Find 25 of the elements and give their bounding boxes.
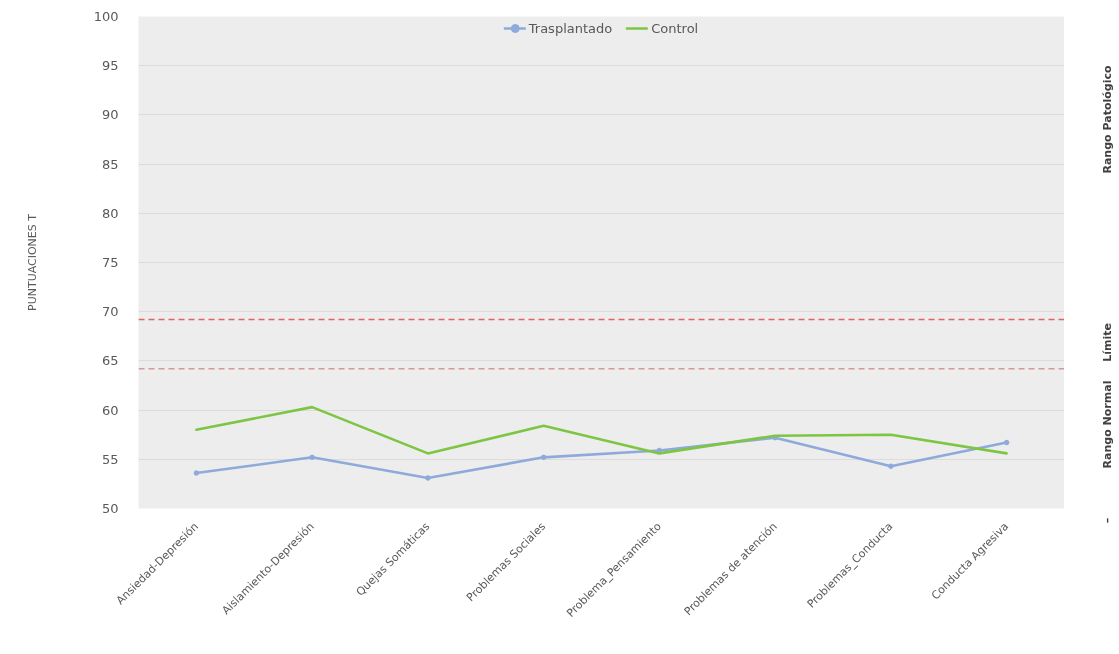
y-tick-label: 55	[101, 451, 119, 467]
y-axis-title: PUNTUACIONES T	[25, 213, 39, 311]
y-tick-label: 50	[101, 501, 119, 516]
y-tick-label: 65	[101, 353, 119, 369]
text: Rango Patológico	[1101, 65, 1114, 174]
y-tick-label: 80	[101, 205, 119, 221]
legend-label: Trasplantado	[528, 20, 613, 36]
legend-label: Control	[651, 20, 699, 36]
text: –	[1101, 517, 1114, 524]
line-series	[195, 405, 1008, 455]
y-tick-label: 60	[101, 402, 119, 418]
point	[540, 454, 547, 461]
y-tick-label: 70	[101, 304, 119, 320]
point	[888, 463, 894, 469]
y-tick-label: 75	[101, 255, 119, 270]
y-tick-label: 85	[101, 156, 119, 172]
y-tick-label: 100	[93, 9, 119, 24]
point	[425, 475, 431, 481]
y-tick-label: 95	[101, 58, 119, 74]
y-tick-label: 90	[101, 107, 119, 123]
point	[193, 470, 200, 476]
text: Límite	[1101, 323, 1114, 362]
point	[309, 454, 315, 461]
point	[1003, 439, 1010, 446]
text: Rango Normal	[1101, 380, 1114, 469]
